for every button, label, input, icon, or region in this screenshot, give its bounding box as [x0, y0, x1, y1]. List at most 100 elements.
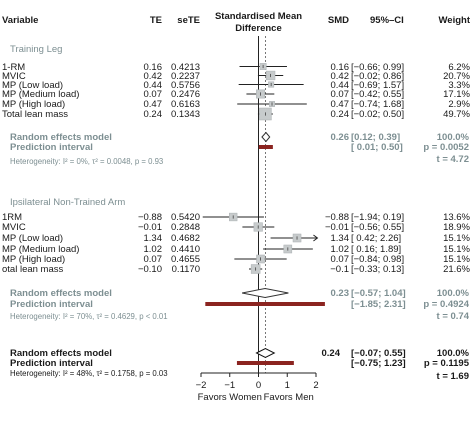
subgroup-heterogeneity: Heterogeneity: I² = 0%, τ² = 0.0048, p =… — [10, 157, 164, 166]
study-label: MVIC — [2, 222, 26, 233]
subgroup-pi-ci: [ 0.01; 0.50] — [351, 142, 403, 153]
overall-ci: [−0.07; 0.55] — [351, 348, 406, 359]
overall-p-value: p = 0.1195 — [423, 358, 469, 369]
overall-heterogeneity: Heterogeneity: I² = 48%, τ² = 0.1758, p … — [10, 369, 168, 378]
study-label: 1-RM — [2, 61, 26, 73]
subgroup-diamond — [261, 131, 271, 143]
study-smd: 0.44 — [330, 79, 350, 91]
study-smd: 0.07 — [330, 254, 350, 265]
study-label: MP (Medium load) — [2, 244, 80, 255]
header-sete: seTE — [177, 15, 200, 26]
study-smd: 0.47 — [330, 99, 350, 110]
study-label: MP (Low load) — [2, 79, 64, 91]
study-ci: [−0.02; 0.86] — [351, 70, 405, 82]
x-axis-left-label: Favors Women — [197, 392, 262, 403]
study-label: MVIC — [2, 70, 26, 82]
study-weight: 20.7% — [443, 70, 470, 82]
study-weight: 15.1% — [443, 244, 470, 255]
study-weight: 13.6% — [443, 212, 470, 223]
header-ci: 95%–CI — [370, 15, 404, 26]
study-ci-arrow — [313, 234, 319, 242]
study-te: 0.16 — [143, 61, 163, 73]
study-ci: [−0.33; 0.13] — [351, 264, 405, 275]
study-sete: 0.4213 — [170, 61, 200, 73]
study-smd: −0.88 — [324, 212, 349, 223]
subgroup-model-ci: [0.12; 0.39] — [351, 132, 401, 143]
subgroup-diamond — [242, 287, 289, 299]
subgroup-p-value: p = 0.4924 — [423, 299, 469, 310]
subgroup-heterogeneity: Heterogeneity: I² = 70%, τ² = 0.4629, p … — [10, 312, 168, 321]
header-weight: Weight — [438, 15, 471, 26]
study-ci: [−1.94; 0.19] — [351, 212, 405, 223]
study-label: MP (High load) — [2, 99, 66, 110]
study-ci: [−0.42; 0.55] — [351, 89, 405, 100]
subgroup-t-value: t = 0.74 — [436, 311, 469, 322]
subgroup-model-label: Random effects model — [10, 288, 112, 299]
study-weight: 2.9% — [448, 99, 470, 110]
study-weight: 21.6% — [443, 264, 470, 275]
subgroup-model-smd: 0.23 — [330, 288, 350, 299]
x-axis-tick-label: 2 — [313, 380, 319, 391]
study-sete: 0.4410 — [170, 244, 200, 255]
subgroup-model-label: Random effects model — [10, 132, 112, 143]
study-weight: 17.1% — [443, 89, 470, 100]
subgroup-p-value: p = 0.0052 — [423, 142, 469, 153]
study-smd: 0.07 — [330, 89, 350, 100]
subgroup-t-value: t = 4.72 — [436, 154, 469, 165]
study-te: −0.10 — [137, 264, 162, 275]
subgroup-prediction-bar — [258, 145, 273, 149]
study-te: 0.24 — [143, 109, 163, 120]
study-label: 1RM — [2, 212, 23, 223]
x-axis-tick-label: −1 — [224, 380, 236, 391]
subgroup-prediction-bar — [205, 302, 325, 306]
overall-model-label: Random effects model — [10, 348, 112, 359]
subgroup-model-ci: [−0.57; 1.04] — [351, 288, 406, 299]
study-weight: 6.2% — [448, 61, 470, 73]
header-te: TE — [149, 15, 162, 26]
study-ci: [−0.74; 1.68] — [351, 99, 405, 110]
overall-prediction-bar — [236, 361, 294, 365]
study-sete: 0.2237 — [170, 70, 200, 82]
subgroup-model-smd: 0.26 — [330, 132, 350, 143]
study-weight: 18.9% — [443, 222, 470, 233]
study-te: 0.07 — [143, 254, 163, 265]
subgroup-model-weight: 100.0% — [436, 288, 469, 299]
study-smd: 1.02 — [330, 244, 350, 255]
study-te: 0.47 — [143, 99, 163, 110]
overall-pi-label: Prediction interval — [10, 358, 93, 369]
study-smd: −0.1 — [330, 264, 349, 275]
study-ci: [−0.56; 0.55] — [351, 222, 405, 233]
study-sete: 0.4682 — [170, 233, 200, 244]
study-label: MP (High load) — [2, 254, 66, 265]
header-plot-title-line1: Standardised Mean — [214, 11, 303, 22]
study-ci: [−0.66; 0.99] — [351, 61, 405, 73]
study-label: MP (Low load) — [2, 233, 64, 244]
study-te: 0.44 — [143, 79, 163, 91]
study-te: 0.07 — [143, 89, 163, 100]
overall-weight: 100.0% — [436, 348, 469, 359]
study-sete: 0.6163 — [170, 99, 200, 110]
overall-pi-ci: [−0.75; 1.23] — [351, 358, 406, 369]
study-sete: 0.5420 — [170, 212, 200, 223]
overall-smd: 0.24 — [321, 348, 341, 359]
x-axis-tick-label: −2 — [195, 380, 207, 391]
study-label: Total lean mass — [2, 109, 69, 120]
study-sete: 0.1343 — [170, 109, 200, 120]
study-te: 0.42 — [143, 70, 163, 82]
study-smd: 0.16 — [330, 61, 350, 73]
study-smd: 1.34 — [330, 233, 350, 244]
header-plot-title-line2: Difference — [235, 23, 282, 34]
study-sete: 0.1170 — [171, 264, 200, 275]
study-ci: [−0.02; 0.50] — [351, 109, 405, 120]
study-weight: 49.7% — [443, 109, 470, 120]
subgroup-title: Training Leg — [10, 44, 63, 55]
study-label: otal lean mass — [2, 264, 64, 275]
study-sete: 0.2848 — [170, 222, 200, 233]
x-axis-tick-label: 1 — [284, 380, 290, 391]
subgroup-pi-label: Prediction interval — [10, 142, 93, 153]
study-sete: 0.4655 — [170, 254, 200, 265]
subgroup-pi-ci: [−1.85; 2.31] — [351, 299, 406, 310]
study-smd: −0.01 — [324, 222, 349, 233]
